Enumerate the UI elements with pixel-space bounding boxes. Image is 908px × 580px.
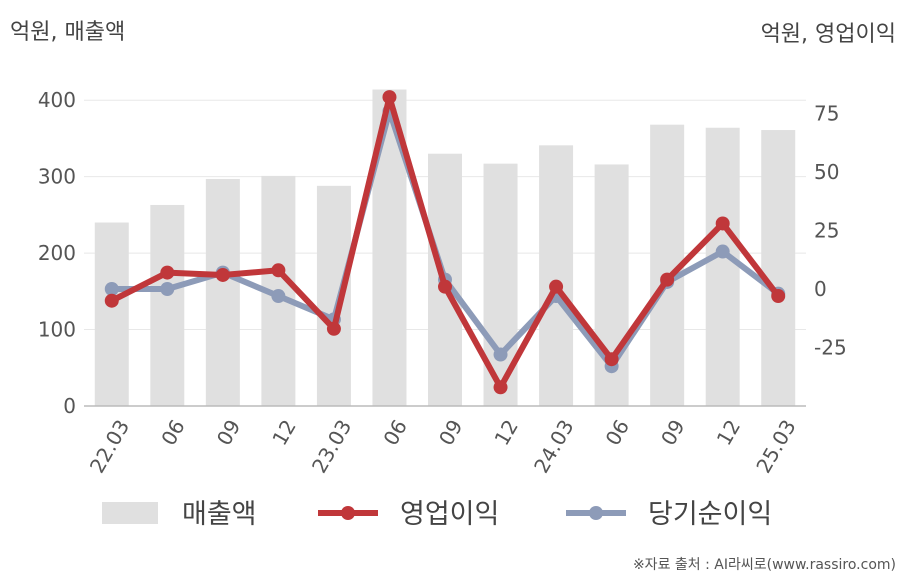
operating-income-point [604,352,619,367]
x-tick-label: 06 [601,416,635,450]
right-tick-label: 0 [814,277,827,301]
revenue-bar [761,130,796,406]
operating-income-point [326,321,341,336]
net-income-point [271,289,286,304]
net-income-point [104,281,119,296]
operating-income-point [660,272,675,287]
right-axis-unit-label: 억원, 영업이익 [760,22,896,47]
x-tick-label: 12 [267,416,301,450]
operating-income-point [104,293,119,308]
revenue-bar [205,178,240,406]
legend-label-revenue: 매출액 [182,499,257,530]
legend-label-net-income: 당기순이익 [648,499,772,530]
operating-income-point [438,279,452,294]
right-tick-label: 50 [814,160,839,184]
x-tick-label: 09 [656,416,690,450]
x-tick-label: 06 [378,416,412,450]
right-tick-label: -25 [814,335,847,359]
x-tick-label: 06 [156,416,190,450]
net-income-point [493,347,508,362]
left-tick-label: 400 [38,88,76,112]
x-tick-label: 24.03 [529,416,578,478]
legend-swatch-revenue [102,502,158,524]
legend-marker-net-income [589,506,603,520]
revenue-bar [94,222,129,406]
x-tick-label: 09 [212,416,246,450]
revenue-bar [539,145,574,406]
x-tick-label: 22.03 [85,416,134,478]
net-income-point [160,281,175,296]
operating-income-point [160,265,175,280]
operating-income-point [549,279,564,294]
left-tick-label: 0 [63,394,76,418]
x-tick-label: 12 [712,416,746,450]
revenue-bar [150,204,185,406]
legend-marker-operating-income [341,506,355,520]
source-credit: ※자료 출처 : AI라씨로(www.rassiro.com) [632,557,896,573]
operating-income-point [271,263,286,278]
legend-label-operating-income: 영업이익 [400,499,499,530]
operating-income-point [382,90,397,105]
left-tick-label: 100 [38,318,76,342]
x-tick-label: 12 [489,416,523,450]
x-tick-label: 25.03 [751,416,800,478]
left-tick-label: 300 [38,165,76,189]
operating-income-point [215,267,230,282]
x-tick-label: 23.03 [307,416,356,478]
operating-income-point [715,216,730,231]
left-axis-unit-label: 억원, 매출액 [10,20,126,45]
operating-income-point [493,380,508,395]
right-tick-label: 75 [814,101,839,125]
right-tick-label: 25 [814,218,839,242]
revenue-bar [705,127,740,407]
net-income-point [715,244,730,259]
operating-income-point [771,289,786,304]
left-tick-label: 200 [38,241,76,265]
x-tick-label: 09 [434,416,468,450]
revenue-bar [316,185,351,406]
